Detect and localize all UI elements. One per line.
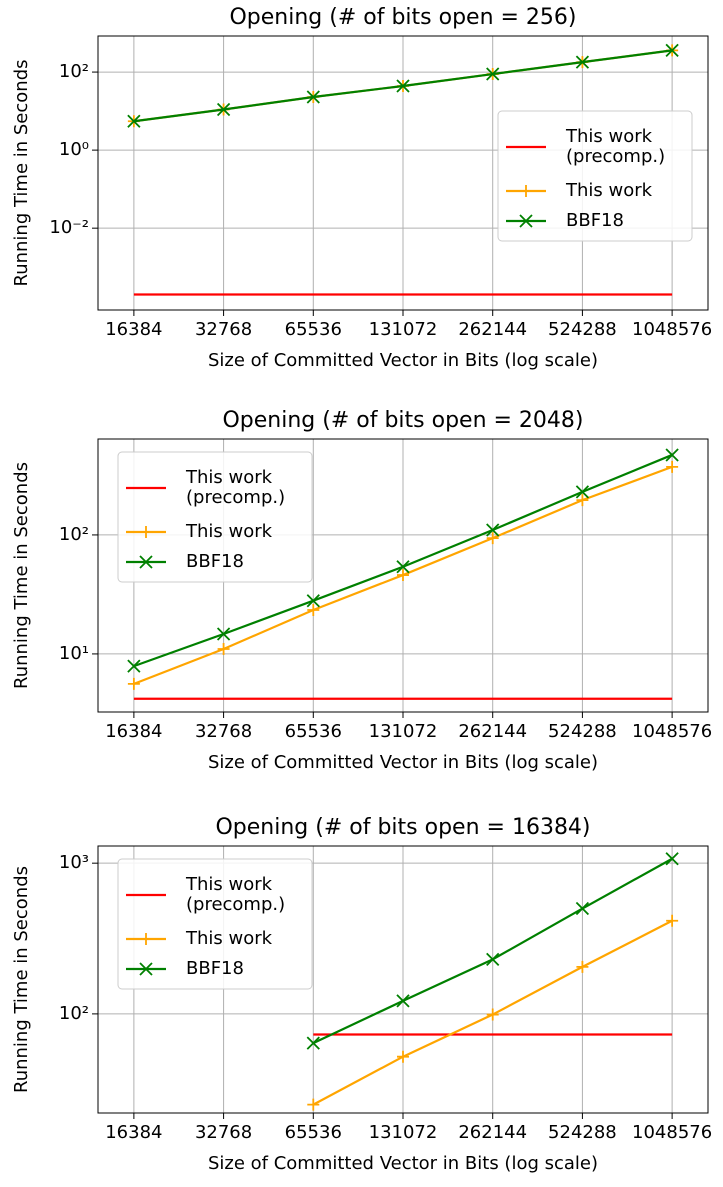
plot-frame	[97, 845, 709, 1114]
y-tick-label: 10³	[59, 852, 89, 873]
x-axis-label: Size of Committed Vector in Bits (log sc…	[208, 1153, 598, 1174]
legend-label: This work	[565, 180, 653, 201]
legend-label: BBF18	[186, 551, 244, 572]
marker	[127, 659, 141, 673]
legend-marker	[139, 555, 153, 569]
chart-title: Opening (# of bits open = 2048)	[222, 408, 583, 433]
legend-label: This work (precomp.)	[565, 126, 665, 167]
x-tick-label: 1048576	[632, 319, 712, 340]
marker	[306, 1036, 320, 1050]
x-tick-label: 65536	[285, 319, 342, 340]
x-tick-label: 1048576	[632, 1122, 712, 1143]
x-tick-label: 16384	[105, 721, 162, 742]
marker	[396, 994, 410, 1008]
y-tick-label: 10⁰	[59, 139, 89, 160]
marker	[576, 494, 589, 507]
x-axis-label: Size of Committed Vector in Bits (log sc…	[208, 350, 598, 371]
marker	[486, 523, 500, 537]
y-axis-label: Running Time in Seconds	[11, 462, 32, 689]
marker	[306, 594, 320, 608]
y-axis-label: Running Time in Seconds	[11, 59, 32, 286]
y-axis-label: Running Time in Seconds	[11, 866, 32, 1093]
marker	[665, 43, 679, 57]
marker	[217, 642, 230, 655]
x-tick-label: 131072	[369, 1122, 438, 1143]
marker	[666, 914, 679, 927]
legend: This work (precomp.) This work BBF18	[117, 858, 313, 990]
x-tick-label: 16384	[105, 319, 162, 340]
chart-title: Opening (# of bits open = 16384)	[215, 815, 590, 840]
x-tick-label: 32768	[195, 1122, 252, 1143]
marker	[575, 55, 590, 69]
y-tick-label: 10²	[59, 61, 89, 82]
marker	[486, 1008, 499, 1021]
legend-box	[117, 451, 313, 583]
legend-label: BBF18	[566, 210, 624, 231]
x-tick-label: 524288	[548, 721, 617, 742]
marker	[486, 952, 500, 967]
chart-title: Opening (# of bits open = 256)	[229, 5, 576, 30]
chart: Opening (# of bits open = 2048) Size of C…	[11, 408, 712, 773]
x-tick-label: 262144	[458, 721, 527, 742]
legend-box	[497, 110, 693, 242]
marker	[127, 114, 141, 128]
marker	[396, 1050, 409, 1063]
marker	[576, 960, 589, 973]
marker	[216, 627, 231, 641]
x-tick-label: 524288	[548, 1122, 617, 1143]
y-tick-label: 10⁻²	[49, 217, 89, 238]
legend: This work (precomp.) This work BBF18	[117, 451, 313, 583]
marker	[396, 79, 410, 93]
marker	[396, 560, 410, 574]
marker	[665, 852, 679, 866]
legend-label: This work (precomp.)	[185, 467, 285, 508]
marker	[307, 603, 320, 616]
legend-marker	[140, 526, 152, 538]
x-tick-label: 65536	[285, 1122, 342, 1143]
chart: Opening (# of bits open = 256) Size of Co…	[11, 5, 712, 371]
y-tick-label: 10²	[59, 1003, 89, 1024]
x-tick-label: 131072	[369, 721, 438, 742]
x-tick-label: 1048576	[632, 721, 712, 742]
y-tick-label: 10¹	[59, 643, 89, 664]
legend-label: This work (precomp.)	[185, 874, 285, 915]
marker	[575, 901, 590, 916]
plot-frame	[97, 438, 709, 713]
marker	[127, 677, 140, 690]
legend-label: This work	[185, 521, 273, 542]
legend-label: BBF18	[186, 958, 244, 979]
chart: Opening (# of bits open = 16384) Size of …	[11, 815, 712, 1174]
legend-marker	[519, 214, 533, 228]
legend-box	[117, 858, 313, 990]
y-tick-label: 10²	[59, 524, 89, 545]
marker	[306, 90, 320, 104]
marker	[666, 460, 679, 473]
x-tick-label: 262144	[458, 1122, 527, 1143]
plot-frame	[97, 35, 709, 311]
x-axis-label: Size of Committed Vector in Bits (log sc…	[208, 752, 598, 773]
x-tick-label: 32768	[195, 319, 252, 340]
marker	[486, 67, 500, 81]
legend-marker	[140, 933, 152, 945]
marker	[665, 448, 679, 462]
marker	[575, 485, 590, 499]
marker	[396, 569, 409, 582]
x-tick-label: 32768	[195, 721, 252, 742]
x-tick-label: 65536	[285, 721, 342, 742]
x-tick-label: 16384	[105, 1122, 162, 1143]
marker	[486, 532, 499, 545]
legend-marker	[139, 962, 153, 976]
legend-label: This work	[185, 928, 273, 949]
x-tick-label: 131072	[369, 319, 438, 340]
x-tick-label: 262144	[458, 319, 527, 340]
legend-marker	[520, 185, 532, 197]
x-tick-label: 524288	[548, 319, 617, 340]
marker	[216, 102, 231, 117]
legend: This work (precomp.) This work BBF18	[497, 110, 693, 242]
marker	[307, 1098, 320, 1111]
